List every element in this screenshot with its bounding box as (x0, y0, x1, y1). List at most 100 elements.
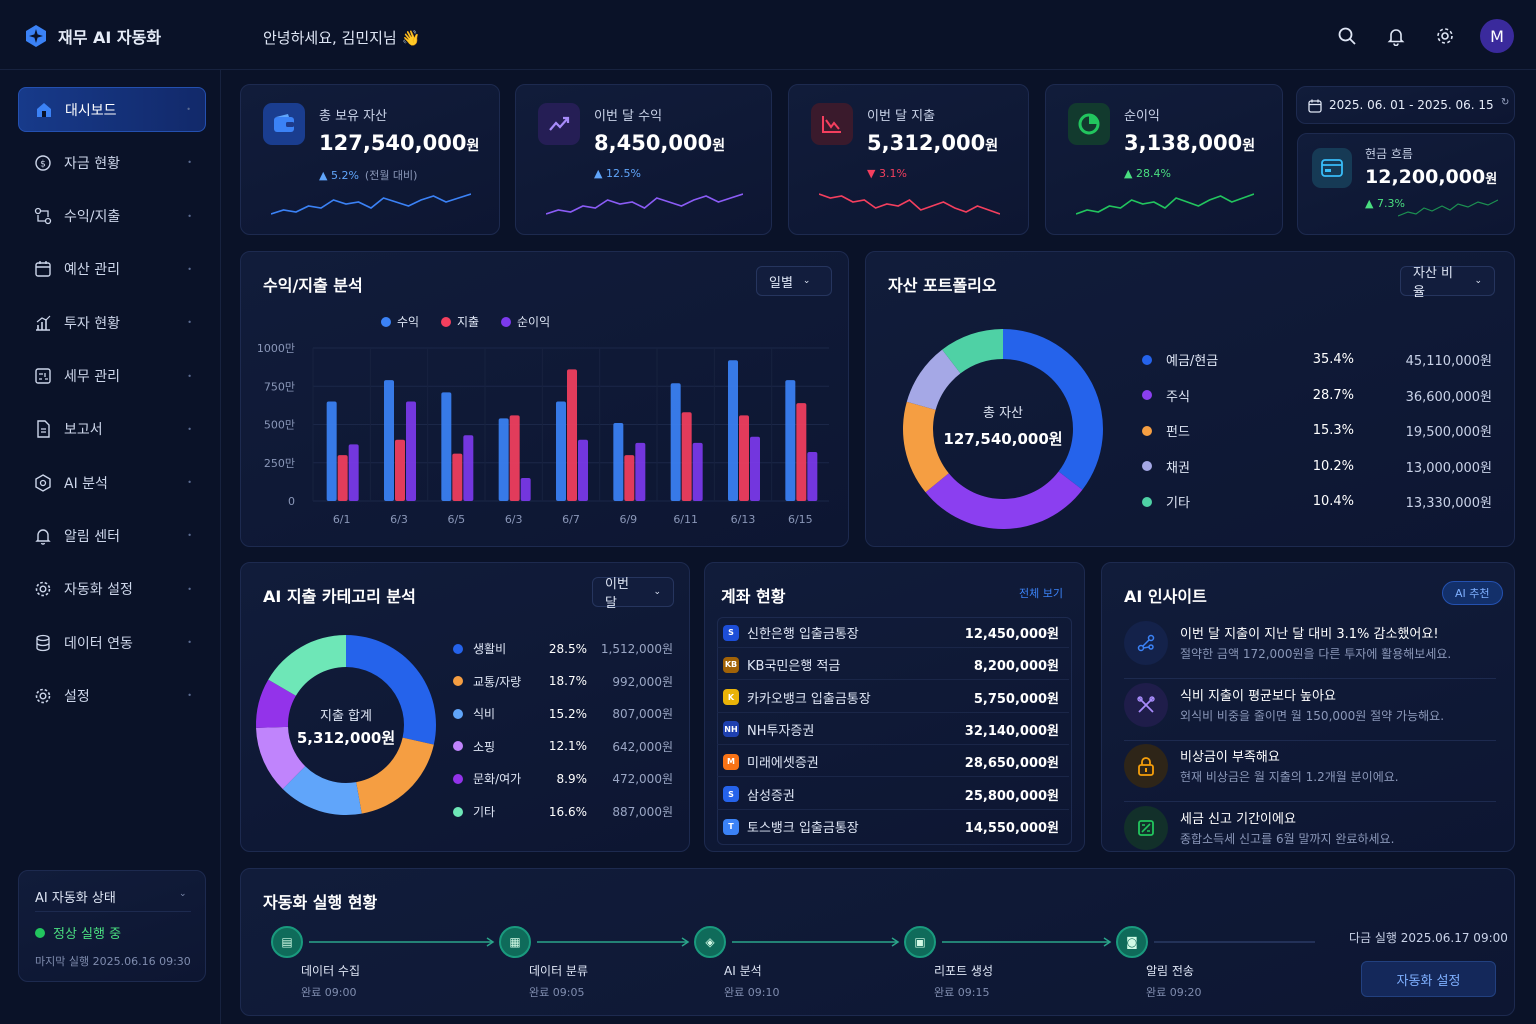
ai-chip-icon[interactable]: ◈ (694, 926, 726, 958)
category-slice[interactable] (346, 635, 436, 745)
account-row[interactable]: K 카카오뱅크 입출금통장 5,750,000원 (717, 683, 1069, 713)
bar-순이익[interactable] (750, 436, 760, 501)
bar-순이익[interactable] (406, 401, 416, 501)
sidebar-item-11[interactable]: 설정 • (18, 673, 206, 718)
bar-수익[interactable] (498, 418, 509, 501)
gear-icon[interactable] (1433, 24, 1457, 48)
sidebar-item-3[interactable]: 예산 관리 • (18, 247, 206, 292)
bar-수익[interactable] (613, 422, 624, 501)
server-icon[interactable]: ▤ (271, 926, 303, 958)
bar-순이익[interactable] (348, 444, 359, 501)
kpi-value: 127,540,000원 (319, 131, 479, 155)
account-row[interactable]: KB KB국민은행 적금 8,200,000원 (717, 650, 1069, 681)
month-dropdown[interactable]: 이번 달 ⌄ (592, 577, 674, 611)
account-amount: 8,200,000원 (973, 659, 1059, 675)
portfolio-slice[interactable] (1003, 329, 1103, 490)
sidebar-item-0[interactable]: 대시보드 • (18, 87, 206, 132)
insight-item[interactable]: 식비 지출이 평균보다 높아요 외식비 비중을 줄이면 월 150,000원 절약… (1124, 682, 1496, 741)
bar-지출[interactable] (337, 455, 348, 501)
bar-지출[interactable] (796, 403, 807, 501)
step-label: 알림 전송 (1146, 964, 1194, 978)
category-slice[interactable] (282, 766, 362, 815)
sidebar-item-5[interactable]: 세무 관리 • (18, 354, 206, 399)
sidebar-item-1[interactable]: $ 자금 현황 • (18, 140, 206, 185)
ai-recommend-badge[interactable]: AI 추천 (1442, 581, 1503, 605)
portfolio-slice[interactable] (906, 349, 961, 410)
bar-순이익[interactable] (578, 439, 588, 501)
x-tick-label: 6/11 (673, 513, 698, 526)
bar-순이익[interactable] (807, 452, 818, 501)
account-row[interactable]: S 삼성증권 25,800,000원 (717, 780, 1069, 810)
income-expense-card: 수익/지출 분석 일별 ⌄ 1000만 750만 500만 250만 0 6/1 6/3 6/5… (240, 251, 849, 547)
calendar-icon (1308, 99, 1322, 113)
avatar[interactable]: M (1480, 19, 1514, 53)
bar-수익[interactable] (728, 360, 738, 501)
bar-지출[interactable] (452, 453, 463, 501)
bar-지출[interactable] (624, 455, 635, 501)
bar-수익[interactable] (785, 380, 796, 501)
account-row[interactable]: T 토스뱅크 입출금통장 14,550,000원 (717, 812, 1069, 842)
sidebar-item-8[interactable]: 알림 센터 • (18, 513, 206, 558)
category-slice[interactable] (356, 737, 434, 814)
bar-수익[interactable] (384, 380, 394, 501)
trend-up-icon (538, 103, 580, 145)
legend-dot (453, 708, 463, 719)
bar-수익[interactable] (326, 401, 337, 501)
chevron-right-icon: • (187, 264, 192, 274)
bar-순이익[interactable] (635, 442, 646, 501)
sidebar-item-7[interactable]: AI 분석 • (18, 460, 206, 505)
bar-수익[interactable] (556, 401, 566, 501)
sidebar-item-10[interactable]: 데이터 연동 • (18, 620, 206, 665)
app-title: 재무 AI 자동화 (58, 28, 162, 47)
bar-지출[interactable] (395, 439, 405, 501)
brand[interactable]: 재무 AI 자동화 (24, 24, 161, 48)
ratio-dropdown[interactable]: 자산 비율 ⌄ (1400, 266, 1495, 300)
sidebar-item-9[interactable]: 자동화 설정 • (18, 567, 206, 612)
insight-item[interactable]: 비상금이 부족해요 현재 비상금은 월 지출의 1.2개월 분이에요. (1124, 744, 1496, 802)
legend-label: 수익 (397, 315, 419, 329)
bar-지출[interactable] (567, 369, 577, 501)
category-slice[interactable] (268, 635, 346, 696)
x-tick-label: 6/1 (333, 513, 351, 526)
bar-순이익[interactable] (520, 478, 531, 501)
refresh-icon[interactable]: ↻ (1501, 97, 1510, 108)
bar-순이익[interactable] (463, 435, 474, 501)
bar-수익[interactable] (441, 392, 452, 501)
send-icon[interactable]: ◙ (1116, 926, 1148, 958)
legend-amount: 807,000원 (612, 707, 673, 722)
search-icon[interactable] (1335, 24, 1359, 48)
portfolio-slice[interactable] (925, 471, 1083, 529)
view-all-link[interactable]: 전체 보기 (1019, 587, 1063, 600)
step-label: AI 분석 (724, 964, 762, 978)
insight-item[interactable]: 이번 달 지출이 지난 달 대비 3.1% 감소했어요! 절약한 금액 172,0… (1124, 621, 1496, 679)
legend-label: 기타 (1166, 496, 1190, 511)
account-row[interactable]: S 신한은행 입출금통장 12,450,000원 (717, 618, 1069, 648)
bar-지출[interactable] (681, 412, 692, 501)
x-tick-label: 6/5 (447, 513, 465, 526)
account-row[interactable]: M 미래에셋증권 28,650,000원 (717, 747, 1069, 778)
category-slice[interactable] (256, 726, 306, 790)
category-legend-row: 소핑 12.1% 642,000원 (453, 738, 673, 755)
sidebar-item-4[interactable]: 투자 현황 • (18, 300, 206, 345)
portfolio-slice[interactable] (942, 329, 1003, 374)
insight-item[interactable]: 세금 신고 기간이에요 종합소득세 신고를 6월 말까지 완료하세요. (1124, 805, 1496, 858)
category-center-label: 지출 합계 (320, 709, 372, 724)
category-slice[interactable] (256, 679, 296, 728)
grid-icon[interactable]: ▦ (499, 926, 531, 958)
automation-settings-button[interactable]: 자동화 설정 (1361, 961, 1496, 997)
report-icon[interactable]: ▣ (904, 926, 936, 958)
sidebar-item-2[interactable]: 수익/지출 • (18, 194, 206, 239)
sidebar-item-6[interactable]: 보고서 • (18, 407, 206, 452)
portfolio-slice[interactable] (903, 401, 949, 493)
legend-dot (453, 741, 463, 752)
bar-지출[interactable] (739, 415, 749, 501)
bar-수익[interactable] (670, 383, 681, 501)
account-row[interactable]: NH NH투자증권 32,140,000원 (717, 715, 1069, 745)
date-range-picker[interactable]: 2025. 06. 01 - 2025. 06. 15 ↻ (1296, 86, 1515, 124)
chevron-down-icon[interactable]: ⌄ (179, 889, 187, 899)
period-dropdown[interactable]: 일별 ⌄ (756, 266, 832, 296)
category-legend-row: 기타 16.6% 887,000원 (453, 803, 673, 820)
bar-지출[interactable] (509, 415, 520, 501)
bell-icon[interactable] (1384, 24, 1408, 48)
bar-순이익[interactable] (692, 442, 703, 501)
